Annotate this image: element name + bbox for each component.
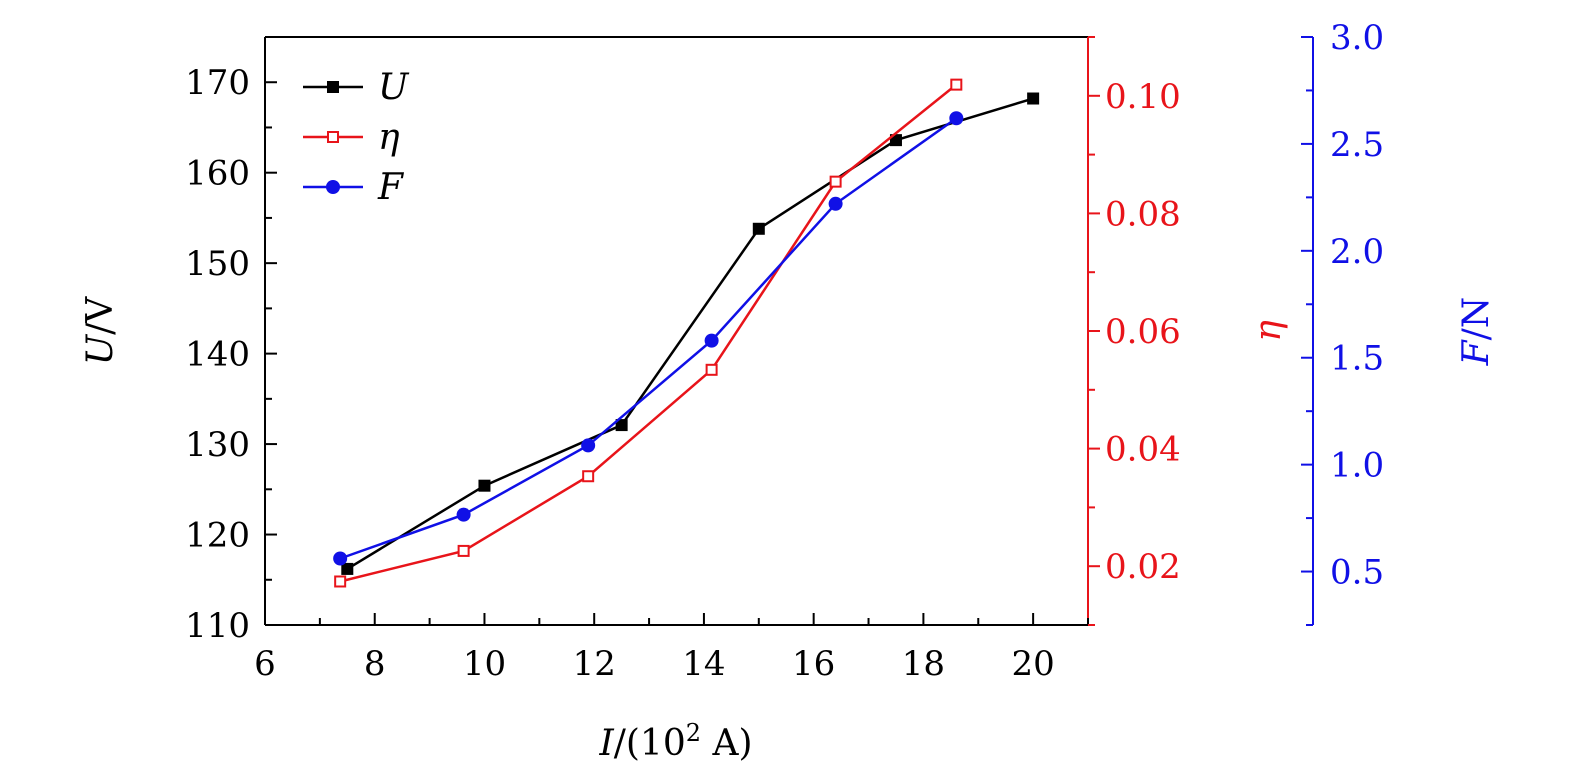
u-axis-tick-label: 160 <box>185 154 250 194</box>
data-point <box>828 196 843 211</box>
series-eta <box>334 78 963 588</box>
data-point <box>333 551 348 566</box>
x-tick-label: 16 <box>792 644 835 684</box>
legend-item: F <box>303 167 405 208</box>
x-tick-label: 10 <box>463 644 506 684</box>
data-point <box>334 575 347 588</box>
legend-label: η <box>378 117 400 158</box>
f-axis-tick-label: 3.0 <box>1330 18 1384 58</box>
f-axis-tick-label: 1.0 <box>1330 446 1384 486</box>
u-axis-tick-label: 110 <box>185 606 250 646</box>
eta-axis-tick-label: 0.10 <box>1105 77 1181 117</box>
eta-axis-tick-label: 0.06 <box>1105 312 1181 352</box>
data-point <box>704 333 719 348</box>
data-point <box>478 479 491 492</box>
legend-item: η <box>303 117 400 158</box>
eta-axis-tick-label: 0.02 <box>1105 547 1181 587</box>
data-point <box>615 419 628 432</box>
legend-marker <box>326 180 340 194</box>
f-axis-tick-label: 2.5 <box>1330 125 1384 165</box>
data-point <box>456 507 471 522</box>
legend-label: F <box>377 167 405 208</box>
x-tick-label: 8 <box>364 644 386 684</box>
data-point <box>752 222 765 235</box>
f-axis-tick-label: 0.5 <box>1330 553 1384 593</box>
u-axis-tick-label: 140 <box>185 335 250 375</box>
series-line <box>339 117 958 560</box>
x-axis-label: I/(102 A) <box>599 719 753 764</box>
f-axis-label: F/N <box>1456 297 1497 367</box>
u-axis-tick-label: 130 <box>185 425 250 465</box>
data-point <box>829 175 842 188</box>
series-U <box>341 92 1040 575</box>
legend-item: U <box>303 67 410 108</box>
u-axis-tick-label: 120 <box>185 516 250 556</box>
u-axis-tick-label: 150 <box>185 244 250 284</box>
u-axis-tick-label: 170 <box>185 63 250 103</box>
series-line <box>339 83 958 583</box>
data-point <box>457 544 470 557</box>
eta-axis-tick-label: 0.04 <box>1105 430 1181 470</box>
data-point <box>582 470 595 483</box>
x-tick-label: 6 <box>254 644 276 684</box>
series-line <box>346 97 1034 570</box>
x-tick-label: 18 <box>902 644 945 684</box>
eta-axis-tick-label: 0.08 <box>1105 194 1181 234</box>
series-F <box>333 111 964 566</box>
u-axis-label: U/V <box>80 296 121 365</box>
f-axis-tick-label: 2.0 <box>1330 232 1384 272</box>
eta-axis-label: η <box>1248 320 1289 342</box>
legend-label: U <box>378 67 410 108</box>
data-point <box>950 78 963 91</box>
f-axis-tick-label: 1.5 <box>1330 339 1384 379</box>
legend-marker <box>327 131 339 143</box>
data-point <box>1027 92 1040 105</box>
data-point <box>705 363 718 376</box>
x-tick-label: 14 <box>682 644 725 684</box>
x-tick-label: 20 <box>1012 644 1055 684</box>
data-point <box>341 562 354 575</box>
legend-marker <box>327 81 339 93</box>
x-tick-label: 12 <box>573 644 616 684</box>
data-point <box>949 111 964 126</box>
data-point <box>581 438 596 453</box>
